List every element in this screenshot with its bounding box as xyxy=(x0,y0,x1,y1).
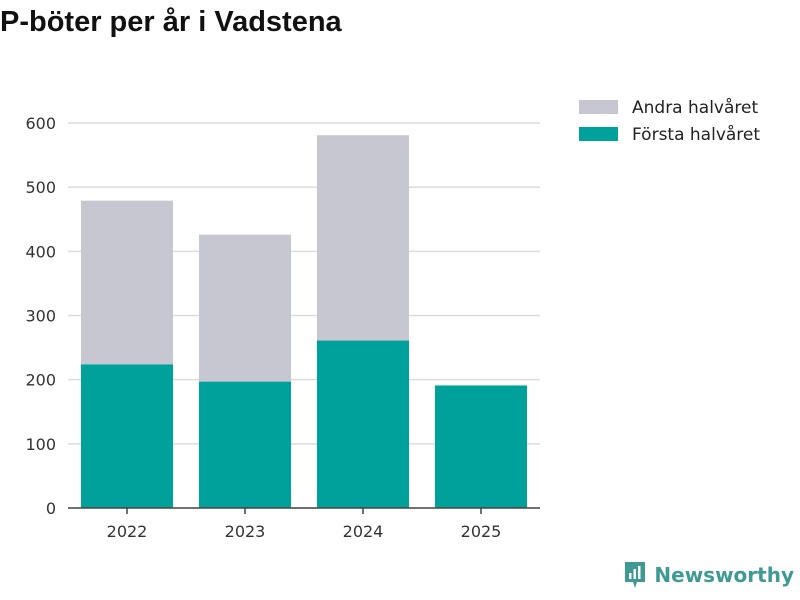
x-tick-label-2025: 2025 xyxy=(461,522,502,541)
y-tick-label-500: 500 xyxy=(25,178,56,197)
y-tick-label-100: 100 xyxy=(25,435,56,454)
y-tick-label-200: 200 xyxy=(25,371,56,390)
axes: 0 100 200 300 400 500 600 2022 2023 2024 2025 xyxy=(25,114,540,541)
chart-title: P-böter per år i Vadstena xyxy=(0,6,342,38)
x-tick-label-2023: 2023 xyxy=(225,522,266,541)
bar-2023-andra xyxy=(198,234,292,382)
bar-2024-andra xyxy=(316,135,410,341)
bars xyxy=(80,135,528,508)
bar-2024-forsta xyxy=(316,340,410,508)
legend: Andra halvåret Första halvåret xyxy=(579,97,760,145)
legend-label-0: Andra halvåret xyxy=(632,97,758,118)
x-tick-label-2022: 2022 xyxy=(107,522,148,541)
y-tick-label-600: 600 xyxy=(25,114,56,133)
y-tick-label-300: 300 xyxy=(25,307,56,326)
legend-swatch-0 xyxy=(579,100,618,114)
legend-swatch-1 xyxy=(579,127,618,141)
bar-2022-andra xyxy=(80,200,174,365)
bar-2025-forsta xyxy=(434,385,528,508)
x-tick-label-2024: 2024 xyxy=(343,522,384,541)
y-tick-label-400: 400 xyxy=(25,242,56,261)
y-tick-label-0: 0 xyxy=(46,499,56,518)
bar-2022-forsta xyxy=(80,364,174,508)
brand-logo: Newsworthy xyxy=(623,560,794,590)
bar-2023-forsta xyxy=(198,381,292,508)
newsworthy-logo-icon xyxy=(625,562,646,588)
brand-name: Newsworthy xyxy=(654,563,794,587)
legend-label-1: Första halvåret xyxy=(632,124,760,145)
